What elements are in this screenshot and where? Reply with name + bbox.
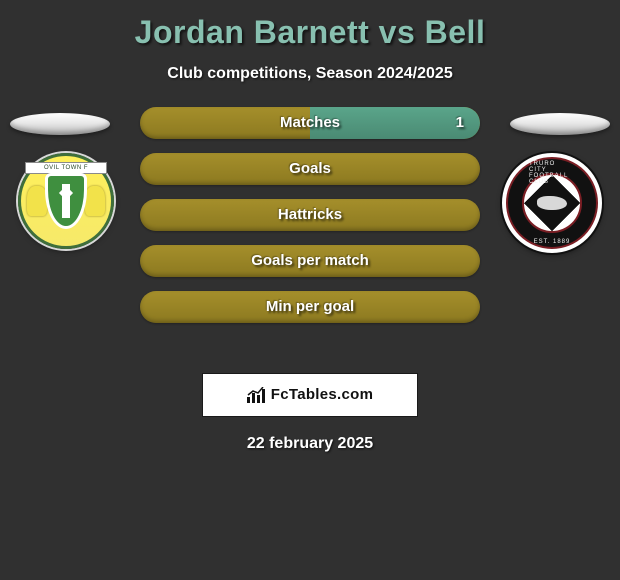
page-title: Jordan Barnett vs Bell	[0, 0, 620, 51]
chart-icon	[247, 387, 267, 403]
club-badge-left: OVIL TOWN F	[18, 153, 114, 249]
badge-left-supporter-icon	[27, 186, 47, 216]
brand-watermark: FcTables.com	[202, 373, 418, 417]
stat-bar-matches: Matches 1	[140, 107, 480, 139]
badge-left-supporter-icon	[85, 186, 105, 216]
stat-label: Goals	[289, 160, 331, 177]
stat-bar-min-per-goal: Min per goal	[140, 291, 480, 323]
player-right-head	[510, 113, 610, 135]
club-badge-right: TRURO CITY FOOTBALL CLUB EST. 1889	[502, 153, 602, 253]
stat-label: Goals per match	[251, 252, 369, 269]
stat-bar-hattricks: Hattricks	[140, 199, 480, 231]
stat-label: Hattricks	[278, 206, 342, 223]
stat-label: Matches	[280, 114, 340, 131]
date-label: 22 february 2025	[0, 435, 620, 453]
player-left-head	[10, 113, 110, 135]
stat-bars: Matches 1 Goals Hattricks Goals per matc…	[140, 107, 480, 337]
stat-value-right: 1	[456, 107, 464, 138]
stat-bar-goals-per-match: Goals per match	[140, 245, 480, 277]
badge-right-top-text: TRURO CITY FOOTBALL CLUB	[529, 161, 575, 185]
badge-right-bottom-text: EST. 1889	[534, 239, 571, 245]
subtitle: Club competitions, Season 2024/2025	[0, 65, 620, 83]
stat-bar-goals: Goals	[140, 153, 480, 185]
badge-right-text: TRURO CITY FOOTBALL CLUB EST. 1889	[506, 157, 598, 249]
stat-label: Min per goal	[266, 298, 354, 315]
badge-left-shield-icon	[45, 173, 87, 229]
brand-text: FcTables.com	[271, 386, 374, 403]
